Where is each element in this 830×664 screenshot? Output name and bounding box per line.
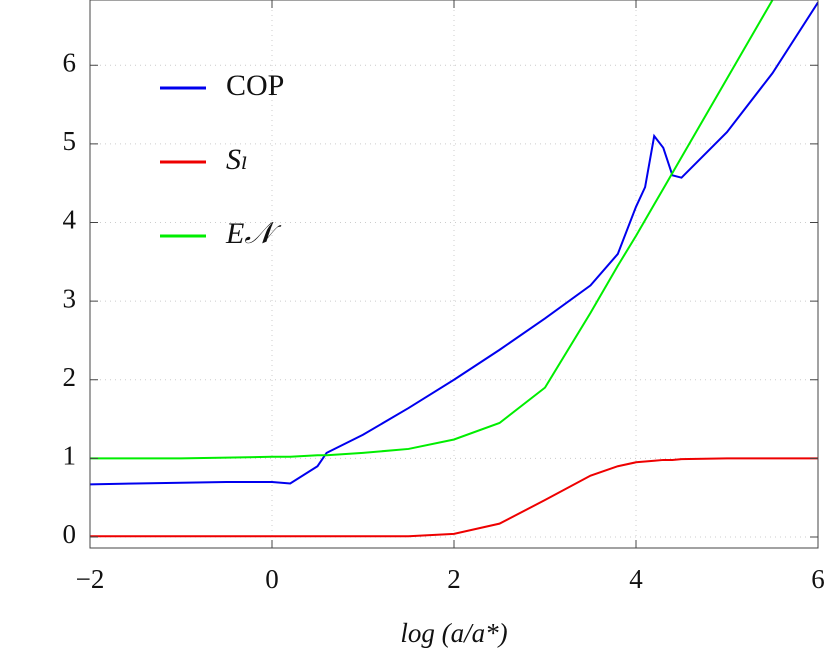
y-tick-label: 3 (63, 283, 77, 313)
y-tick-label: 4 (63, 205, 77, 235)
x-tick-label: 2 (447, 564, 461, 594)
x-tick-label: 6 (811, 564, 825, 594)
series-line (90, 0, 774, 460)
legend-label: E𝒩 (225, 217, 282, 250)
x-tick-label: −2 (76, 564, 105, 594)
y-tick-label: 2 (63, 362, 77, 392)
y-tick-label: 1 (63, 441, 77, 471)
y-tick-label: 0 (63, 519, 77, 549)
x-tick-label: 0 (265, 564, 279, 594)
x-axis-label: log (a/a*) (400, 618, 507, 648)
grid (89, 0, 819, 548)
x-tick-label: 4 (629, 564, 643, 594)
series-line (90, 457, 818, 538)
legend-label: COP (226, 69, 284, 102)
y-tick-label: 6 (63, 47, 77, 77)
legend-label: Sₗ (226, 143, 248, 176)
series-line (90, 1, 818, 486)
plot-area (90, 0, 818, 538)
y-tick-label: 5 (63, 126, 77, 156)
